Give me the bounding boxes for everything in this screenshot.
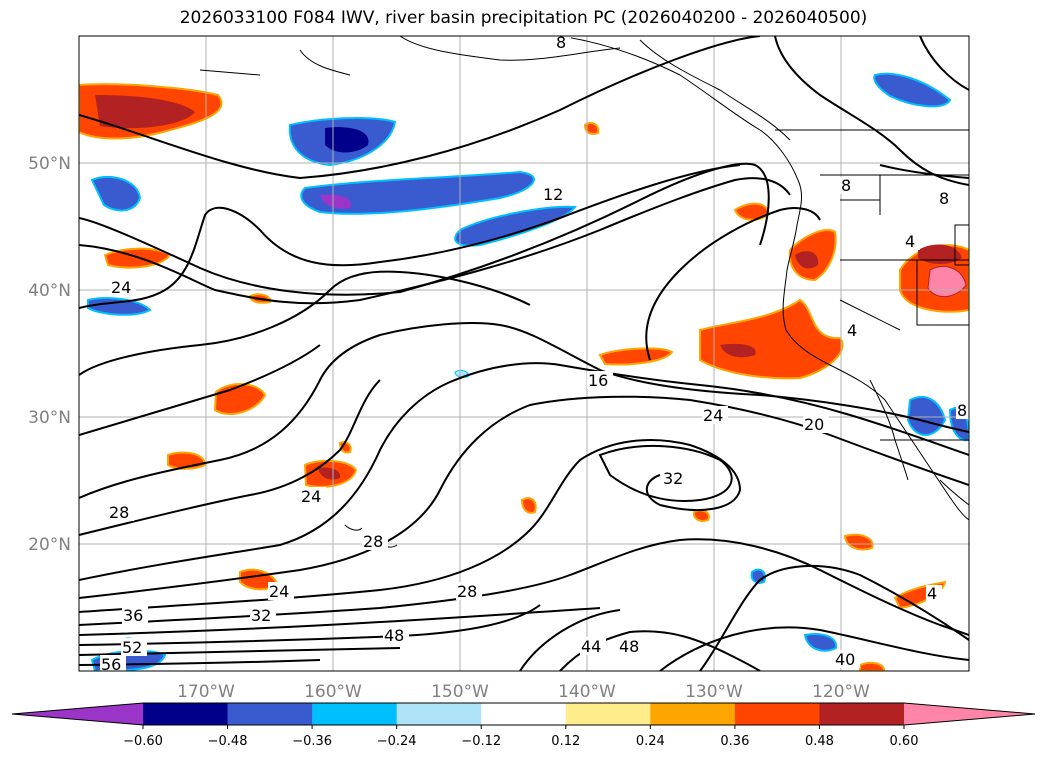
colorbar-tick-label: −0.12 (461, 734, 501, 749)
contour-label: 4 (927, 584, 937, 603)
contour-labels: 8 8 8 12 16 24 20 32 28 24 24 28 36 (100, 33, 969, 674)
contour-label: 24 (703, 406, 723, 425)
colorbar-segment (734, 703, 820, 725)
contour-label: 8 (957, 401, 967, 420)
colorbar-segment (481, 703, 567, 725)
contour-label: 24 (301, 487, 321, 506)
latitude-labels: 50°N 40°N 30°N 20°N (28, 154, 71, 555)
contour-label: 48 (384, 626, 404, 645)
contour-label: 44 (581, 637, 601, 656)
lon-label: 170°W (177, 682, 235, 702)
colorbar-tick-label: −0.24 (377, 734, 417, 749)
longitude-labels: 170°W 160°W 150°W 140°W 130°W 120°W (177, 682, 870, 702)
colorbar-tick-label: 0.36 (720, 734, 749, 749)
lon-label: 150°W (431, 682, 489, 702)
contour-label: 32 (251, 606, 271, 625)
contour-label: 16 (588, 371, 608, 390)
lon-label: 160°W (304, 682, 362, 702)
lat-label: 20°N (28, 535, 71, 555)
contour-label: 28 (363, 532, 383, 551)
colorbar-tick-label: 0.60 (890, 734, 919, 749)
lon-label: 140°W (558, 682, 616, 702)
colorbar-tick-label: 0.12 (551, 734, 580, 749)
colorbar-segment (312, 703, 398, 725)
precip-shading (79, 72, 969, 671)
colorbar-segment (819, 703, 905, 725)
lat-label: 30°N (28, 408, 71, 428)
contour-label: 20 (804, 415, 824, 434)
colorbar-tick-label: 0.24 (636, 734, 665, 749)
contour-label: 4 (847, 321, 857, 340)
map-frame (78, 35, 970, 672)
lat-label: 50°N (28, 154, 71, 174)
colorbar-extend-max (904, 703, 1035, 725)
map-title: 2026033100 F084 IWV, river basin precipi… (179, 8, 868, 28)
colorbar-segment (143, 703, 229, 725)
contour-label: 4 (905, 232, 915, 251)
colorbar-extend-min (12, 703, 143, 725)
contour-label: 24 (269, 582, 289, 601)
contour-label: 8 (841, 176, 851, 195)
contour-label: 8 (556, 33, 566, 52)
colorbar-tick-label: −0.48 (208, 734, 248, 749)
contour-label: 8 (939, 189, 949, 208)
colorbar: −0.60 −0.48 −0.36 −0.24 −0.12 0.12 0.24 0.36 0.4… (11, 702, 1036, 749)
colorbar-tick-label: −0.36 (292, 734, 332, 749)
contour-label: 52 (122, 638, 142, 657)
iwv-contours (79, 36, 969, 671)
colorbar-tick-label: −0.60 (123, 734, 163, 749)
lat-label: 40°N (28, 281, 71, 301)
coastlines (199, 36, 969, 548)
lon-label: 120°W (812, 682, 870, 702)
contour-label: 56 (101, 655, 121, 674)
contour-label: 36 (123, 606, 143, 625)
contour-label: 24 (111, 278, 131, 297)
map-plot-area: 8 8 8 12 16 24 20 32 28 24 24 28 36 (79, 33, 969, 674)
colorbar-tick-label: 0.48 (805, 734, 834, 749)
contour-label: 32 (663, 469, 683, 488)
colorbar-segment (650, 703, 736, 725)
contour-label: 40 (835, 650, 855, 669)
contour-label: 28 (457, 582, 477, 601)
colorbar-segment (227, 703, 313, 725)
lon-label: 130°W (685, 682, 743, 702)
colorbar-segment (565, 703, 651, 725)
colorbar-segment (396, 703, 482, 725)
contour-label: 48 (619, 637, 639, 656)
contour-label: 28 (109, 503, 129, 522)
contour-label: 12 (543, 185, 563, 204)
